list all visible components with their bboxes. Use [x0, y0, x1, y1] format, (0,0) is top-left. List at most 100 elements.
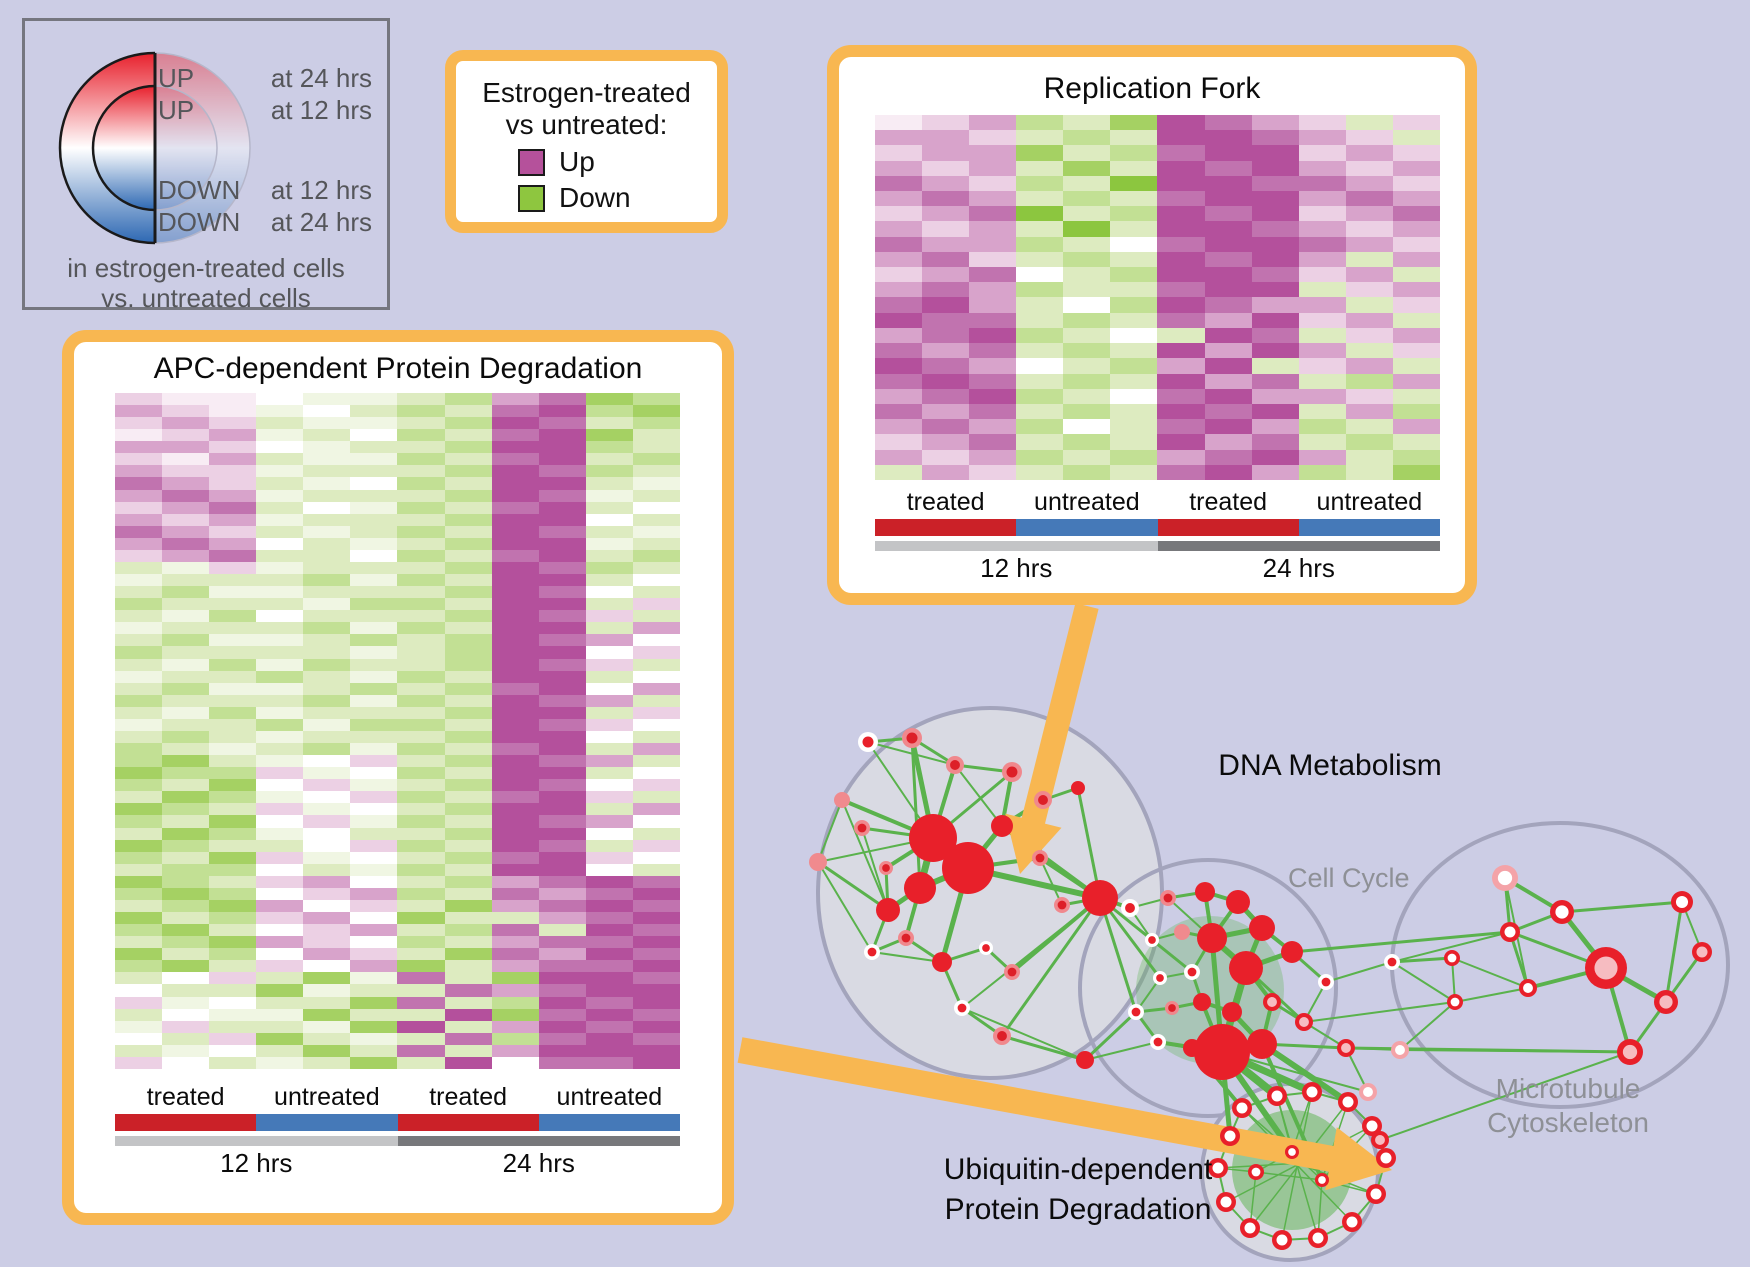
heatmap-cell — [397, 646, 445, 659]
heatmap-cell — [397, 634, 445, 647]
heatmap-cell — [1063, 388, 1111, 404]
heatmap-cell — [444, 996, 492, 1009]
heatmap-cell — [538, 441, 586, 454]
heatmap-cell — [632, 561, 680, 575]
heatmap-cell — [632, 815, 680, 828]
heatmap-cell — [162, 887, 210, 900]
heatmap-cell — [1157, 297, 1205, 313]
heatmap-cell — [1298, 145, 1346, 161]
heatmap-cell — [969, 251, 1017, 268]
heatmap-cell — [1063, 206, 1111, 222]
heatmap-cell — [491, 549, 539, 562]
heatmap-cell — [115, 706, 163, 719]
heatmap-cell — [1392, 130, 1440, 146]
treated-bar — [115, 1114, 257, 1131]
network-edge — [1276, 1095, 1293, 1153]
heatmap-cell — [585, 586, 633, 599]
network-edge — [1129, 897, 1169, 909]
heatmap-cell — [922, 403, 970, 420]
heatmap-cell — [115, 670, 163, 683]
network-edge — [1260, 926, 1294, 954]
heatmap-cell — [162, 501, 210, 514]
network-node-ring — [1150, 1034, 1166, 1050]
heatmap-cell — [1298, 175, 1346, 192]
heatmap-cell — [538, 465, 586, 478]
heatmap-cell — [1345, 419, 1393, 435]
cluster-label-ubiquitin: Ubiquitin-dependent Protein Degradation — [928, 1150, 1228, 1230]
heatmap-cell — [632, 1020, 680, 1033]
up-label: Up — [559, 146, 595, 177]
heatmap-cell — [1392, 145, 1440, 161]
heatmap-cell — [303, 682, 351, 695]
heatmap-cell — [303, 1044, 351, 1057]
heatmap-cell — [538, 634, 586, 647]
heatmap-cell — [491, 429, 539, 442]
network-node-ring — [1032, 850, 1048, 866]
heatmap-cell — [115, 441, 163, 454]
network-node-core — [1497, 870, 1513, 886]
heatmap-cell — [397, 1056, 445, 1069]
network-edge — [871, 951, 943, 963]
heatmap-cell — [585, 477, 633, 490]
network-edge — [1041, 786, 1080, 802]
network-node-core — [1153, 1037, 1163, 1047]
heatmap-cell — [162, 948, 210, 961]
heatmap-cell — [1157, 130, 1205, 146]
network-node-ring — [1315, 1173, 1329, 1187]
network-edge — [1244, 966, 1306, 1024]
heatmap-cell — [1063, 434, 1111, 450]
heatmap-cell — [538, 803, 586, 816]
network-edge — [1209, 925, 1265, 941]
heatmap-cell — [1016, 115, 1064, 131]
network-edge — [1229, 1135, 1377, 1195]
network-edge — [860, 826, 935, 840]
heatmap-cell — [209, 960, 257, 973]
heatmap-cell — [115, 815, 163, 828]
heatmap-cell — [1298, 191, 1346, 207]
heatmap-cell — [1063, 403, 1111, 420]
network-node-ring — [1160, 890, 1176, 906]
network-edge — [1000, 824, 1042, 860]
heatmap-cell — [162, 1008, 210, 1021]
heatmap-cell — [585, 863, 633, 876]
heatmap-cell — [585, 875, 633, 888]
heatmap-cell — [209, 513, 257, 526]
group-label: treated — [429, 1083, 508, 1111]
network-edge — [1303, 981, 1327, 1023]
heatmap-cell — [397, 489, 445, 502]
replication-fork-heatmap — [875, 115, 1440, 480]
heatmap-cell — [350, 549, 398, 562]
heatmap-cell — [538, 887, 586, 900]
network-node-ring — [1295, 1013, 1313, 1031]
heatmap-cell — [632, 960, 680, 973]
network-node-core — [997, 1031, 1007, 1041]
network-edge — [909, 735, 936, 841]
heatmap-cell — [350, 887, 398, 900]
heatmap-cell — [1063, 449, 1111, 465]
heatmap-cell — [1251, 449, 1299, 465]
heatmap-cell — [1157, 145, 1205, 161]
heatmap-cell — [115, 465, 163, 478]
heatmap-cell — [162, 453, 210, 466]
decoder-direction: UP — [158, 63, 195, 93]
heatmap-cell — [303, 513, 351, 526]
heatmap-cell — [538, 755, 586, 768]
heatmap-cell — [303, 912, 351, 925]
heatmap-cell — [303, 670, 351, 683]
heatmap-cell — [969, 464, 1017, 480]
network-edge — [1225, 1201, 1251, 1229]
heatmap-cell — [491, 501, 539, 514]
heatmap-cell — [303, 694, 351, 707]
heatmap-cell — [1298, 388, 1346, 404]
heatmap-cell — [256, 887, 304, 900]
heatmap-cell — [875, 297, 923, 313]
heatmap-cell — [1063, 251, 1111, 268]
heatmap-cell — [444, 1032, 492, 1045]
heatmap-cell — [585, 417, 633, 430]
heatmap-cell — [444, 525, 492, 538]
heatmap-cell — [585, 537, 633, 550]
updown-title-line1: Estrogen-treated — [482, 77, 691, 108]
heatmap-cell — [209, 405, 257, 418]
heatmap-cell — [162, 706, 210, 719]
network-node-ring — [1337, 1039, 1355, 1057]
